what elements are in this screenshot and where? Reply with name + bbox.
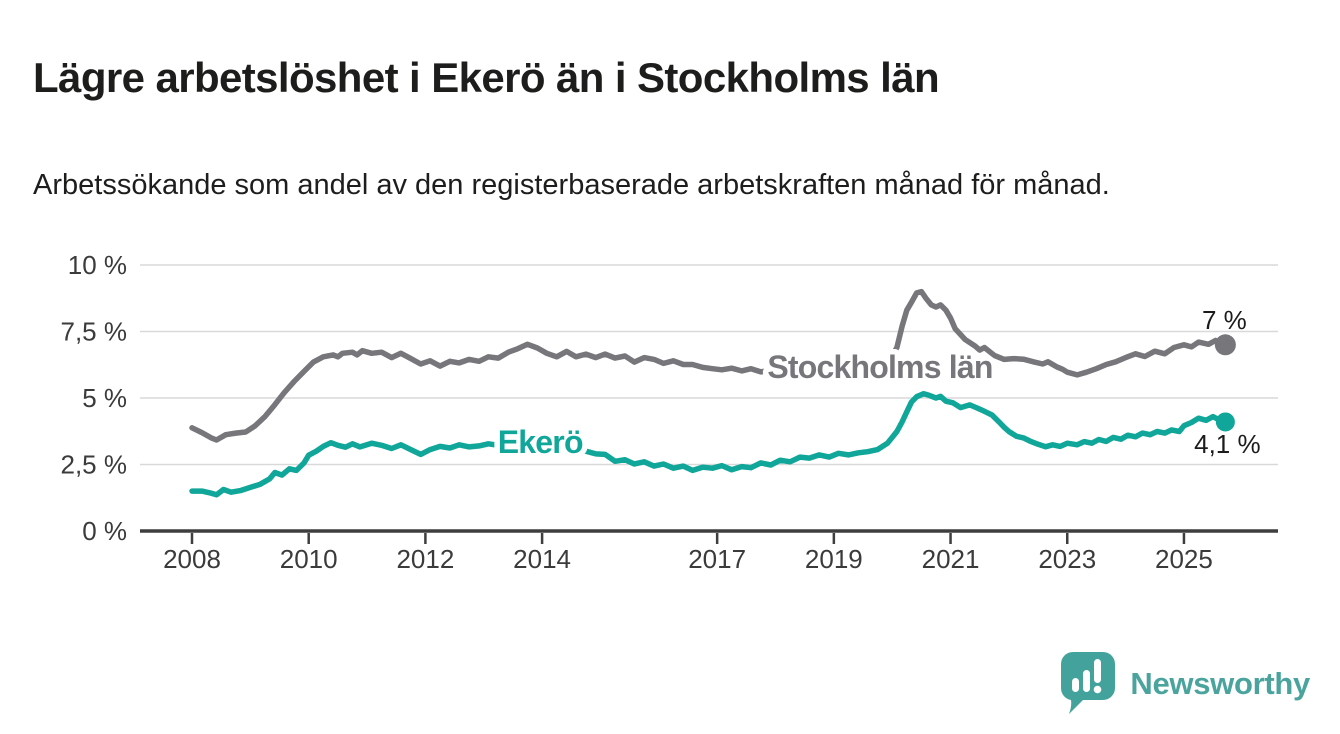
series-end-value-label-1: 4,1 %: [1194, 429, 1261, 459]
x-tick-label: 2019: [805, 544, 863, 574]
series-line-0: [189, 288, 1229, 443]
y-tick-label: 2,5 %: [61, 450, 128, 480]
y-tick-label: 0 %: [82, 516, 127, 546]
x-tick-label: 2017: [688, 544, 746, 574]
series-end-value-label-0: 7 %: [1202, 305, 1247, 335]
y-tick-label: 10 %: [68, 250, 127, 280]
x-tick-label: 2025: [1155, 544, 1213, 574]
x-tick-label: 2012: [396, 544, 454, 574]
series-label-1: Ekerö: [498, 424, 583, 460]
x-tick-label: 2008: [163, 544, 221, 574]
y-tick-label: 7,5 %: [61, 317, 128, 347]
series-label-0: Stockholms län: [767, 349, 992, 385]
x-tick-label: 2021: [922, 544, 980, 574]
brand-name: Newsworthy: [1130, 666, 1310, 701]
brand-footer: Newsworthy: [1059, 651, 1310, 717]
x-tick-label: 2014: [513, 544, 571, 574]
x-tick-label: 2010: [280, 544, 338, 574]
series-line-1: [189, 390, 1229, 498]
chart-subtitle: Arbetssökande som andel av den registerb…: [33, 169, 1110, 201]
x-tick-label: 2023: [1038, 544, 1096, 574]
series-end-dot-1: [1215, 412, 1235, 432]
series-end-dot-0: [1214, 334, 1236, 356]
newsworthy-logo-icon: [1059, 651, 1117, 717]
y-tick-label: 5 %: [82, 383, 127, 413]
page-title: Lägre arbetslöshet i Ekerö än i Stockhol…: [33, 54, 940, 102]
